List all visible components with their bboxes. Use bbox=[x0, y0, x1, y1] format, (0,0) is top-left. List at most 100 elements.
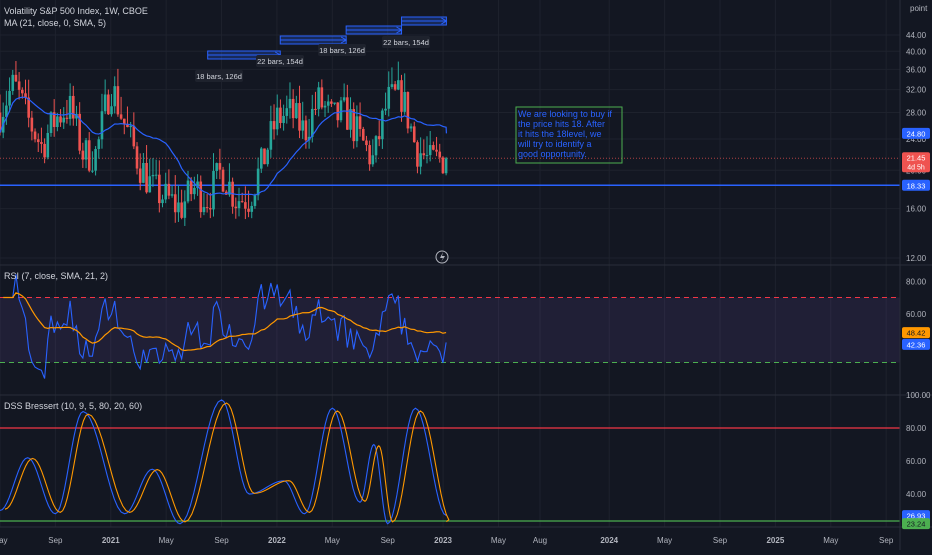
price-candle bbox=[52, 112, 56, 128]
price-candle bbox=[132, 125, 136, 147]
price-candle bbox=[27, 97, 30, 118]
range-arrowhead bbox=[340, 36, 348, 44]
price-axis-label: 12.00 bbox=[906, 254, 927, 263]
dss-axis-label: 80.00 bbox=[906, 424, 927, 433]
time-axis-label: Sep bbox=[879, 536, 894, 545]
price-candle bbox=[374, 136, 378, 156]
price-candle bbox=[263, 148, 266, 165]
price-candle bbox=[68, 95, 72, 119]
price-candle bbox=[320, 87, 324, 108]
price-candle bbox=[62, 117, 66, 123]
price-candle bbox=[314, 108, 317, 110]
note-text-line: good opportunity. bbox=[518, 149, 587, 159]
price-candle bbox=[164, 183, 167, 200]
price-candle bbox=[11, 74, 15, 91]
price-candle bbox=[384, 108, 387, 111]
price-candle bbox=[167, 183, 171, 196]
price-candle bbox=[119, 114, 123, 119]
price-candle bbox=[91, 170, 94, 172]
price-candle bbox=[221, 169, 225, 192]
level-value-badge-bg bbox=[902, 179, 930, 191]
price-candle bbox=[17, 81, 21, 90]
range-label: 18 bars, 126d bbox=[319, 46, 365, 55]
price-candle bbox=[46, 132, 50, 158]
price-candle bbox=[158, 174, 161, 204]
price-axis-label: 16.00 bbox=[906, 205, 927, 214]
grid-lines bbox=[0, 0, 900, 527]
dss-pane[interactable] bbox=[0, 399, 900, 525]
price-pane[interactable] bbox=[0, 61, 900, 226]
time-axis-label: May bbox=[491, 536, 506, 545]
note-annotation[interactable]: We are looking to buy if the price hits 1… bbox=[515, 106, 623, 164]
price-candle bbox=[317, 87, 320, 110]
time-axis-label: Sep bbox=[214, 536, 229, 545]
dss-axis-label: 40.00 bbox=[906, 490, 927, 499]
price-candle bbox=[282, 115, 285, 124]
price-candle bbox=[352, 109, 356, 142]
symbol-title[interactable]: Volatility S&P 500 Index, 1W, CBOE bbox=[4, 6, 148, 16]
price-candle bbox=[346, 97, 349, 130]
price-candle bbox=[269, 121, 273, 150]
time-axis-label: May bbox=[325, 536, 340, 545]
range-label-bg bbox=[195, 70, 243, 82]
price-candle bbox=[422, 153, 426, 156]
price-candle bbox=[291, 98, 295, 119]
dss-d-badge-bg bbox=[902, 518, 930, 530]
price-candle bbox=[310, 108, 314, 137]
price-candle bbox=[365, 140, 368, 146]
price-candle bbox=[444, 158, 448, 174]
range-arrowhead bbox=[396, 26, 403, 34]
price-candle bbox=[107, 94, 110, 115]
last-price-badge: 21.45 bbox=[907, 153, 926, 162]
range-label-bg bbox=[256, 55, 304, 67]
price-candle bbox=[368, 145, 371, 165]
time-axis-label: 2023 bbox=[434, 536, 452, 545]
price-candle bbox=[161, 199, 164, 204]
dss-signal-line bbox=[4, 402, 450, 523]
price-candle bbox=[75, 113, 78, 119]
price-axis[interactable]: 12.0016.0020.0024.0028.0032.0036.0040.00… bbox=[906, 31, 931, 499]
range-label: 22 bars, 154d bbox=[257, 57, 303, 66]
rsi-indicator-label[interactable]: RSI (7, close, SMA, 21, 2) bbox=[4, 271, 108, 281]
price-candle bbox=[43, 143, 46, 158]
price-candle bbox=[205, 207, 209, 209]
rsi-signal-badge: 48.42 bbox=[907, 329, 926, 338]
rsi-band bbox=[0, 297, 900, 363]
price-candle bbox=[173, 194, 177, 213]
time-axis[interactable]: May Sep 2021 May Sep 2022 May Sep 2023 May Aug 2024… bbox=[0, 536, 894, 545]
price-candle bbox=[390, 84, 394, 87]
price-candle bbox=[103, 94, 107, 112]
rsi-axis-label: 80.00 bbox=[906, 277, 927, 286]
price-candle bbox=[5, 105, 8, 117]
price-candle bbox=[412, 126, 416, 143]
ma-indicator-label[interactable]: MA (21, close, 0, SMA, 5) bbox=[4, 18, 106, 28]
price-candle bbox=[361, 128, 365, 141]
dss-indicator-label[interactable]: DSS Bressert (10, 9, 5, 80, 20, 60) bbox=[4, 401, 142, 411]
price-candle bbox=[323, 105, 327, 108]
range-label: 18 bars, 126d bbox=[196, 72, 242, 81]
price-candle bbox=[202, 207, 206, 213]
price-candle bbox=[218, 163, 222, 170]
price-candle bbox=[142, 162, 145, 183]
lightning-icon[interactable] bbox=[435, 250, 449, 264]
ma-line bbox=[0, 96, 447, 196]
last-price-badge-bg bbox=[902, 152, 930, 173]
price-candle bbox=[438, 151, 442, 158]
range-label: 22 bars, 154d bbox=[383, 38, 429, 47]
price-candle bbox=[21, 89, 24, 94]
price-candle bbox=[209, 208, 212, 210]
price-candle bbox=[56, 116, 59, 128]
time-axis-label: May bbox=[823, 536, 838, 545]
price-candle bbox=[24, 93, 27, 98]
price-candle bbox=[94, 149, 97, 171]
price-candle bbox=[304, 120, 308, 141]
price-candle bbox=[288, 98, 292, 109]
rsi-pane[interactable] bbox=[0, 274, 900, 379]
note-box[interactable] bbox=[515, 106, 623, 164]
time-axis-label: 2022 bbox=[268, 536, 286, 545]
price-candle bbox=[419, 153, 422, 167]
date-range-annotations[interactable]: 18 bars, 126d 22 bars, 154d 18 bars, 126d 2… bbox=[195, 16, 448, 82]
price-candle bbox=[441, 157, 445, 174]
